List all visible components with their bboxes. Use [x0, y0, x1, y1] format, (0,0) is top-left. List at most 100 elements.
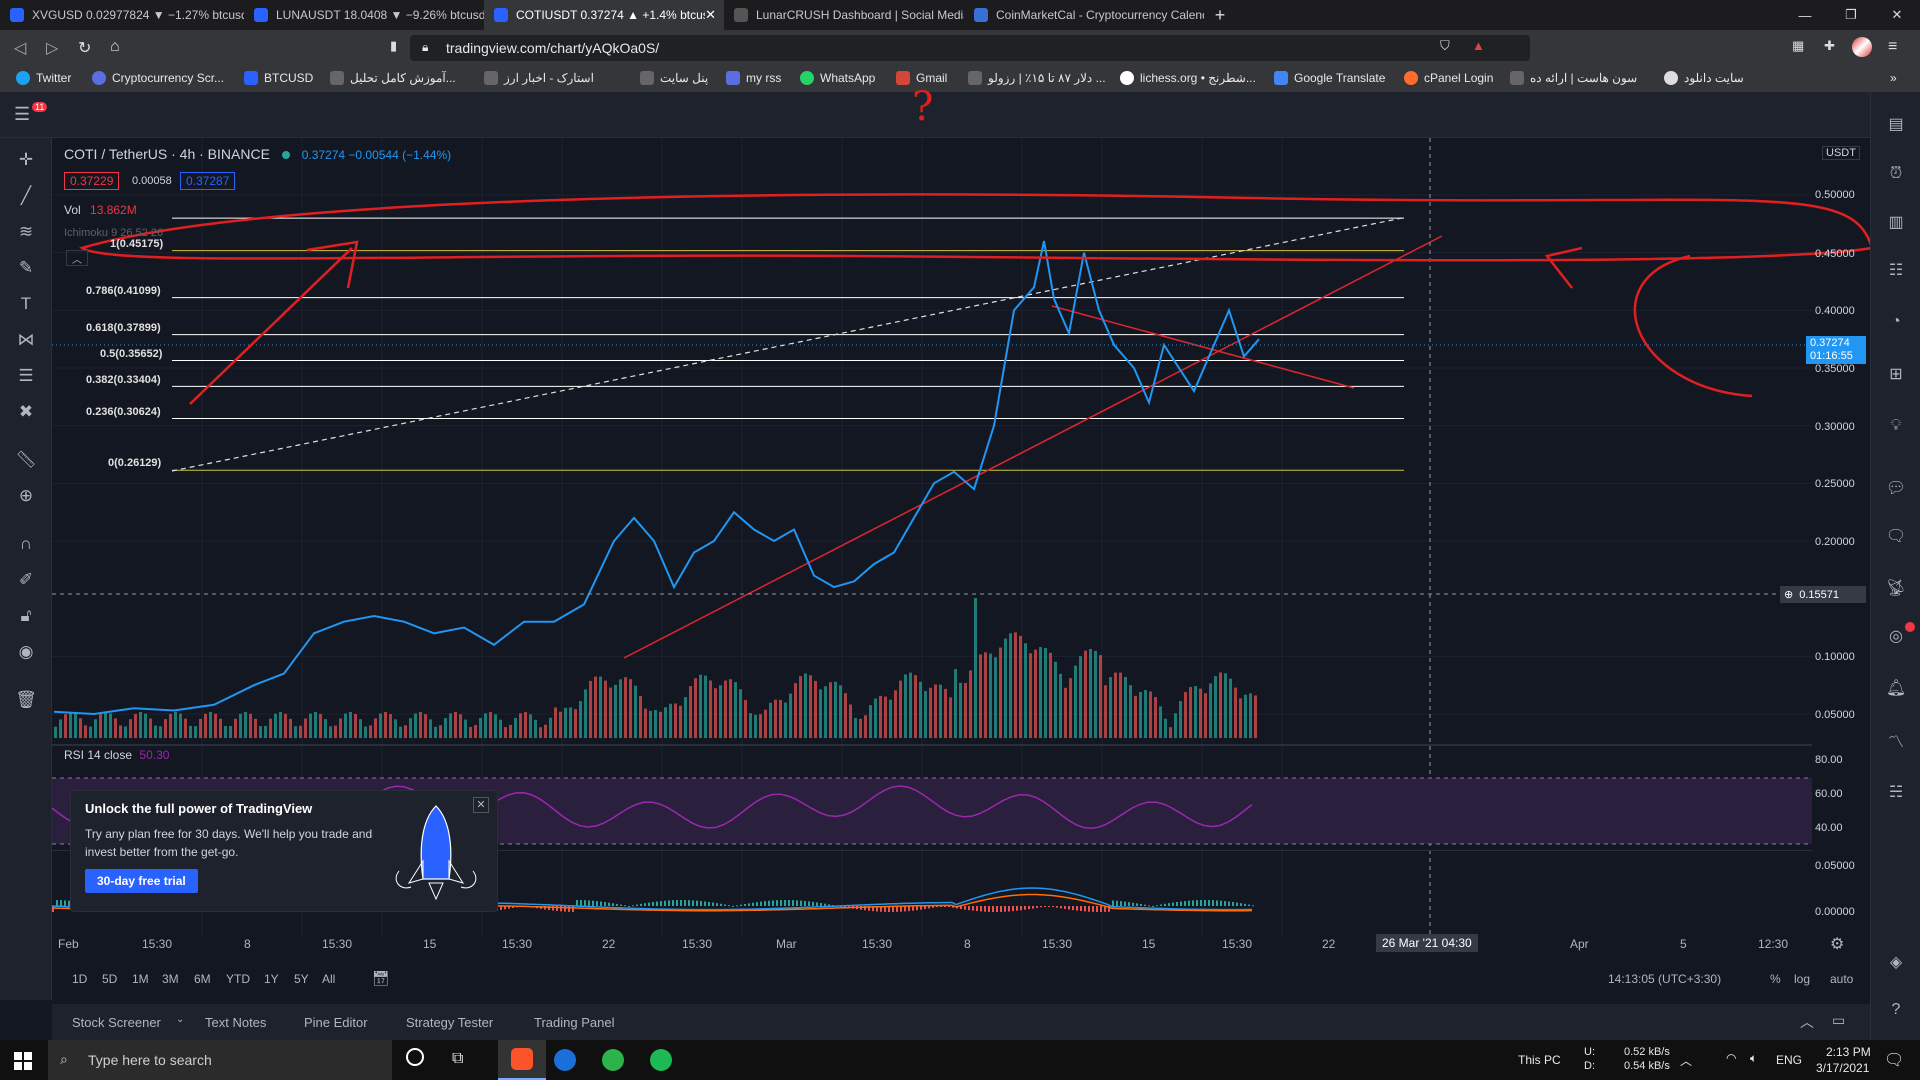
- crosshair-icon[interactable]: ✛: [18, 150, 34, 169]
- brush-icon[interactable]: ✎: [18, 258, 34, 277]
- bookmark-item[interactable]: BTCUSD: [244, 71, 313, 85]
- bookmark-item[interactable]: سون هاست | ارائه ده: [1510, 71, 1637, 85]
- add-alert-icon[interactable]: ⊕: [1784, 589, 1794, 601]
- bookmark-item[interactable]: دلار ۸۷ تا ۱۵٪ | رزولو ...: [968, 71, 1106, 85]
- bookmark-item[interactable]: آموزش کامل تحلیل...: [330, 71, 456, 85]
- symbol-title[interactable]: COTI / TetherUS · 4h · BINANCE: [64, 146, 270, 162]
- streams-icon[interactable]: 📡︎: [1885, 580, 1907, 597]
- bookmark-item[interactable]: سایت دانلود: [1664, 71, 1744, 85]
- browser-tab[interactable]: LUNAUSDT 18.0408 ▼ −9.26% btcusd: [244, 0, 484, 30]
- brave-shield-icon[interactable]: ⛉: [1440, 38, 1450, 53]
- lock-drawings-icon[interactable]: 🔓︎: [20, 606, 32, 625]
- clock-date[interactable]: 3/17/2021: [1816, 1061, 1870, 1075]
- trend-icon[interactable]: 〽: [1887, 734, 1904, 751]
- help-icon[interactable]: ?: [1891, 1001, 1901, 1018]
- hotlist-icon[interactable]: ☷: [1888, 262, 1904, 279]
- prediction-icon[interactable]: ☰: [18, 366, 34, 385]
- back-icon[interactable]: ◁: [14, 40, 27, 57]
- tab-strategy-tester[interactable]: Strategy Tester: [406, 1015, 494, 1030]
- ruler-icon[interactable]: 📏︎: [15, 450, 37, 469]
- range-6m[interactable]: 6M: [194, 972, 211, 986]
- chart-settings-icon[interactable]: ⚙︎: [1830, 936, 1845, 953]
- menu-icon[interactable]: ≡: [1888, 38, 1898, 55]
- bookmark-item[interactable]: پنل سایت: [640, 71, 708, 85]
- maximize-icon[interactable]: ❐: [1845, 7, 1857, 22]
- tab-trading-panel[interactable]: Trading Panel: [534, 1015, 615, 1030]
- percent-scale-toggle[interactable]: %: [1770, 972, 1781, 986]
- ideas-grid-icon[interactable]: ⊞: [1889, 366, 1903, 383]
- minimize-icon[interactable]: —: [1798, 7, 1812, 23]
- more-bookmarks-icon[interactable]: »: [1890, 71, 1897, 85]
- browser-tab[interactable]: CoinMarketCal - Cryptocurrency Calendar: [964, 0, 1204, 30]
- tray-chevron-icon[interactable]: ︿: [1680, 1054, 1693, 1068]
- hide-icon[interactable]: ◉: [18, 642, 34, 661]
- cortana-icon[interactable]: [406, 1048, 424, 1066]
- range-5d[interactable]: 5D: [102, 972, 118, 986]
- log-scale-toggle[interactable]: log: [1794, 972, 1811, 986]
- data-window-icon[interactable]: ▥: [1888, 214, 1904, 231]
- main-menu-icon[interactable]: ☰: [14, 104, 31, 124]
- collapse-legend-button[interactable]: ︿: [66, 250, 88, 266]
- sell-price-button[interactable]: 0.37229: [64, 172, 120, 190]
- wifi-icon[interactable]: ◠: [1726, 1051, 1737, 1065]
- zoom-icon[interactable]: ⊕: [18, 486, 34, 505]
- collapse-panel-icon[interactable]: ︿: [1800, 1014, 1814, 1030]
- task-view-icon[interactable]: ⧉: [452, 1050, 464, 1067]
- brave-rewards-icon[interactable]: ▲: [1472, 38, 1485, 53]
- watchlist-icon[interactable]: ▤: [1888, 116, 1904, 133]
- clock-time[interactable]: 2:13 PM: [1826, 1045, 1871, 1059]
- chevron-down-icon[interactable]: ⌄: [176, 1014, 185, 1025]
- maximize-panel-icon[interactable]: ▭: [1832, 1012, 1846, 1028]
- browser-tab-active[interactable]: COTIUSDT 0.37274 ▲ +1.4% btcusd ✕: [484, 0, 724, 30]
- bookmark-item[interactable]: Cryptocurrency Scr...: [92, 71, 224, 85]
- windows-start-icon[interactable]: [14, 1052, 32, 1070]
- text-icon[interactable]: T: [20, 294, 32, 313]
- profile-avatar[interactable]: [1852, 37, 1872, 57]
- reload-icon[interactable]: ↻: [78, 40, 92, 57]
- messages-icon[interactable]: 🗨︎: [1885, 528, 1907, 545]
- url-bar[interactable]: 🔒︎ tradingview.com/chart/yAQkOa0S/: [410, 35, 1530, 61]
- brave-taskbar-icon[interactable]: [498, 1040, 546, 1080]
- bookmark-item[interactable]: my rss: [726, 71, 781, 85]
- fib-tool-icon[interactable]: ≋: [18, 222, 34, 241]
- bookmark-item[interactable]: cPanel Login: [1404, 71, 1493, 85]
- home-icon[interactable]: ⌂: [110, 38, 120, 55]
- bookmark-item[interactable]: lichess.org • شطرنج...: [1120, 71, 1256, 85]
- bookmark-item[interactable]: Gmail: [896, 71, 947, 85]
- range-3m[interactable]: 3M: [162, 972, 179, 986]
- lightbulb-icon[interactable]: 💡︎: [1890, 417, 1902, 434]
- close-promo-icon[interactable]: ✕: [473, 797, 489, 813]
- browser-tab[interactable]: LunarCRUSH Dashboard | Social Media: [724, 0, 964, 30]
- telegram-icon[interactable]: [602, 1049, 624, 1071]
- stay-drawing-icon[interactable]: ✐: [18, 570, 34, 589]
- taskbar-search-box[interactable]: ⌕ Type here to search: [48, 1040, 392, 1080]
- range-1y[interactable]: 1Y: [264, 972, 279, 986]
- volume-icon[interactable]: 🔈︎: [1750, 1051, 1758, 1065]
- tab-stock-screener[interactable]: Stock Screener: [72, 1015, 161, 1030]
- bookmark-item[interactable]: Google Translate: [1274, 71, 1385, 85]
- range-1d[interactable]: 1D: [72, 972, 88, 986]
- trend-line-icon[interactable]: ╱: [20, 186, 32, 205]
- close-window-icon[interactable]: ✕: [1891, 7, 1903, 22]
- buy-price-button[interactable]: 0.37287: [180, 172, 236, 190]
- bookmark-item[interactable]: Twitter: [16, 71, 71, 85]
- trash-icon[interactable]: 🗑︎: [15, 690, 37, 709]
- free-trial-button[interactable]: 30-day free trial: [85, 869, 198, 893]
- remove-drawings-icon[interactable]: ✖: [18, 402, 34, 421]
- range-5y[interactable]: 5Y: [294, 972, 309, 986]
- range-ytd[interactable]: YTD: [226, 972, 250, 986]
- forward-icon[interactable]: ▷: [46, 40, 59, 57]
- bookmark-page-icon[interactable]: ▮: [390, 38, 398, 53]
- action-center-icon[interactable]: 🗨︎: [1884, 1052, 1905, 1069]
- calendar-icon[interactable]: ◔: [1891, 313, 1901, 330]
- pattern-icon[interactable]: ⋈: [17, 330, 35, 349]
- order-panel-icon[interactable]: ☵: [1888, 784, 1904, 801]
- clock-display[interactable]: 14:13:05 (UTC+3:30): [1608, 972, 1722, 986]
- browser-tab[interactable]: XVGUSD 0.02977824 ▼ −1.27% btcusd: [0, 0, 244, 30]
- app-taskbar-icon[interactable]: [554, 1049, 576, 1071]
- range-1m[interactable]: 1M: [132, 972, 149, 986]
- this-pc-label[interactable]: This PC: [1518, 1053, 1561, 1067]
- bookmark-item[interactable]: استارک - اخبار ارز: [484, 71, 594, 85]
- close-tab-icon[interactable]: ✕: [705, 7, 716, 22]
- range-all[interactable]: All: [322, 972, 336, 986]
